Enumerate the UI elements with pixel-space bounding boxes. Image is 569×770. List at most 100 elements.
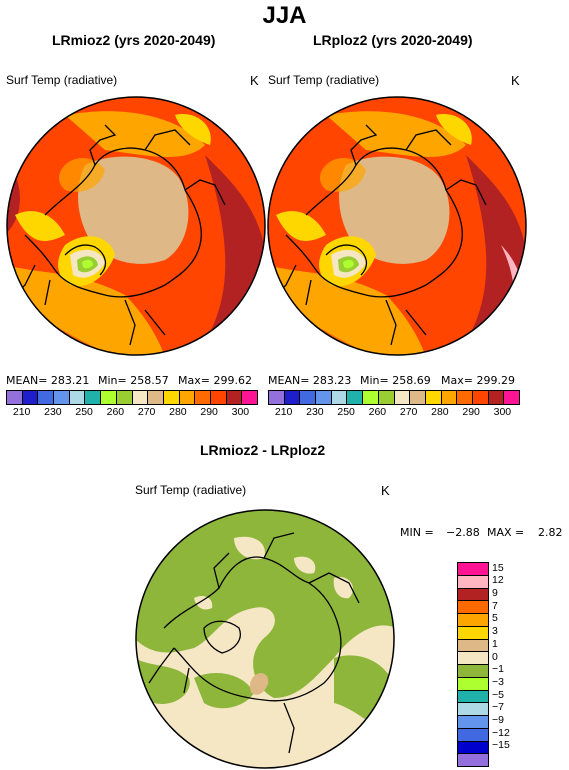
colorbar-swatch <box>116 391 133 404</box>
colorbar-label: −1 <box>492 663 504 676</box>
diff-unit: K <box>381 483 390 498</box>
diff-max-label: MAX = <box>487 526 525 539</box>
colorbar-label: 260 <box>368 406 387 418</box>
colorbar-swatch <box>331 391 348 404</box>
colorbar-swatch <box>179 391 196 404</box>
diff-min-label: MIN = <box>400 526 434 539</box>
colorbar-swatch <box>22 391 39 404</box>
colorbar-label: 290 <box>462 406 480 418</box>
colorbar-label: 300 <box>493 406 512 418</box>
colorbar-swatch <box>54 391 70 404</box>
diff-title: LRmioz2 - LRploz2 <box>200 442 326 458</box>
colorbar-swatch <box>300 391 317 404</box>
panel-left-max: Max= 299.62 <box>178 374 252 387</box>
colorbar-swatch <box>7 391 23 404</box>
colorbar-swatch <box>132 391 149 404</box>
map-difference <box>135 509 395 769</box>
map-right <box>267 96 527 356</box>
colorbar-swatch <box>425 391 442 404</box>
colorbar-swatch <box>38 391 55 404</box>
colorbar-left-labels: 210 230 250 260 270 280 290 300 <box>6 406 258 420</box>
panel-right-title: LRploz2 (yrs 2020-2049) <box>313 32 473 48</box>
colorbar-label: 270 <box>137 406 156 418</box>
colorbar-swatch <box>85 391 102 404</box>
colorbar-right-labels: 210 230 250 260 270 280 290 300 <box>268 406 520 420</box>
colorbar-right <box>268 390 520 405</box>
colorbar-swatch <box>284 391 301 404</box>
colorbar-swatch <box>163 391 180 404</box>
colorbar-label: −15 <box>492 739 510 752</box>
colorbar-left <box>6 390 258 405</box>
colorbar-label: 230 <box>306 406 324 418</box>
colorbar-swatch <box>69 391 86 404</box>
colorbar-label: 210 <box>274 406 293 418</box>
panel-left-min: Min= 258.57 <box>98 374 169 387</box>
figure-title: JJA <box>262 2 307 29</box>
colorbar-label: −3 <box>492 675 504 688</box>
colorbar-label: 9 <box>492 587 498 600</box>
panel-right-max: Max= 299.29 <box>441 374 515 387</box>
colorbar-label: 260 <box>106 406 125 418</box>
colorbar-swatch <box>458 652 488 665</box>
colorbar-label: 1 <box>492 637 498 650</box>
colorbar-swatch <box>472 391 489 404</box>
colorbar-label: −12 <box>492 726 510 739</box>
colorbar-label: −5 <box>492 688 504 701</box>
colorbar-swatch <box>488 391 505 404</box>
colorbar-swatch <box>441 391 458 404</box>
colorbar-swatch <box>148 391 164 404</box>
colorbar-label: 15 <box>492 561 504 574</box>
colorbar-swatch <box>458 626 488 640</box>
colorbar-swatch <box>458 588 488 602</box>
colorbar-label: 5 <box>492 612 498 625</box>
colorbar-label: 280 <box>431 406 449 418</box>
diff-max-value: 2.82 <box>538 526 563 539</box>
panel-left-title: LRmioz2 (yrs 2020-2049) <box>52 32 216 48</box>
panel-left-mean: MEAN= 283.21 <box>6 374 90 387</box>
colorbar-swatch <box>378 391 395 404</box>
colorbar-label: 3 <box>492 625 498 638</box>
colorbar-swatch <box>458 601 488 614</box>
colorbar-label: 280 <box>169 406 187 418</box>
colorbar-label: 250 <box>75 406 93 418</box>
colorbar-swatch <box>210 391 227 404</box>
colorbar-label: 7 <box>492 599 498 612</box>
diff-variable: Surf Temp (radiative) <box>135 483 247 497</box>
colorbar-label: 290 <box>200 406 218 418</box>
colorbar-swatch <box>458 728 488 742</box>
diff-min-value: −2.88 <box>446 526 480 539</box>
colorbar-label: −7 <box>492 701 504 714</box>
colorbar-swatch <box>347 391 364 404</box>
colorbar-swatch <box>458 563 488 576</box>
panel-left-unit: K <box>250 73 259 88</box>
colorbar-swatch <box>458 716 488 729</box>
colorbar-label: 12 <box>492 574 504 587</box>
colorbar-swatch <box>394 391 411 404</box>
colorbar-swatch <box>504 391 519 404</box>
map-left <box>6 96 266 356</box>
colorbar-swatch <box>458 665 488 678</box>
colorbar-label: −9 <box>492 713 504 726</box>
panel-right-min: Min= 258.69 <box>360 374 431 387</box>
colorbar-swatch <box>363 391 379 404</box>
colorbar-label: 250 <box>337 406 355 418</box>
colorbar-swatch <box>458 575 488 589</box>
colorbar-swatch <box>316 391 332 404</box>
panel-right-mean: MEAN= 283.23 <box>268 374 352 387</box>
colorbar-swatch <box>458 690 488 704</box>
colorbar-swatch <box>458 614 488 627</box>
colorbar-swatch <box>458 639 488 653</box>
colorbar-swatch <box>269 391 285 404</box>
colorbar-swatch <box>457 391 473 404</box>
colorbar-swatch <box>410 391 426 404</box>
colorbar-swatch <box>101 391 117 404</box>
colorbar-label: 300 <box>231 406 250 418</box>
colorbar-difference <box>457 562 489 767</box>
colorbar-label: 230 <box>44 406 62 418</box>
panel-right-unit: K <box>511 73 520 88</box>
colorbar-label: 270 <box>399 406 418 418</box>
panel-right-variable: Surf Temp (radiative) <box>268 73 380 87</box>
colorbar-swatch <box>458 703 488 716</box>
colorbar-swatch <box>242 391 257 404</box>
colorbar-swatch <box>195 391 211 404</box>
